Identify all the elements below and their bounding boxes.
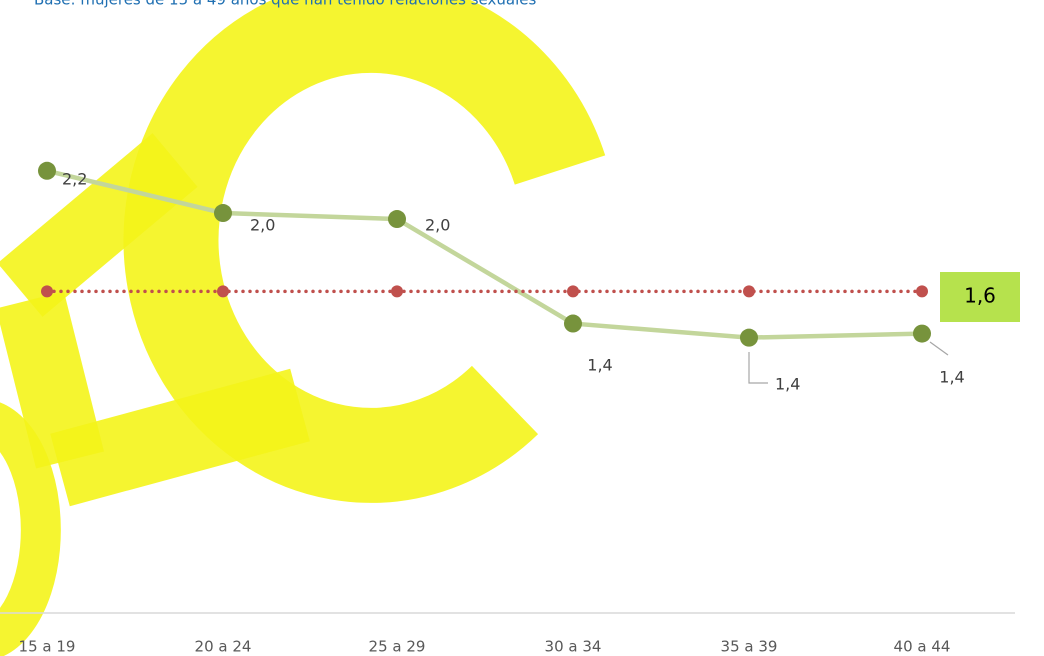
- data-label: 1,6: [964, 284, 996, 308]
- watermark-shape: [0, 402, 61, 656]
- marker: [217, 285, 229, 298]
- x-tick-label: 35 a 39: [721, 638, 778, 656]
- marker: [38, 161, 56, 180]
- leader-line: [929, 341, 949, 356]
- x-tick-label: 30 a 34: [545, 638, 602, 656]
- marker: [743, 285, 755, 298]
- data-label: 2,0: [250, 216, 275, 235]
- marker: [916, 285, 928, 298]
- watermark-shape: [0, 133, 198, 317]
- data-label: 2,2: [62, 170, 87, 189]
- watermark-shape: [50, 368, 310, 507]
- data-label: 1,4: [939, 368, 964, 387]
- data-label: 2,0: [425, 216, 450, 235]
- watermark: [0, 0, 606, 656]
- watermark-shape: [0, 291, 104, 469]
- marker: [913, 324, 931, 343]
- x-tick-label: 25 a 29: [369, 638, 426, 656]
- marker: [388, 210, 406, 229]
- marker: [567, 285, 579, 298]
- series-line: [46, 168, 923, 340]
- marker: [564, 314, 582, 333]
- chart-subtitle: Base: mujeres de 15 a 49 años que han te…: [34, 0, 536, 9]
- leader-line: [748, 352, 768, 384]
- marker: [740, 328, 758, 347]
- label-box: [940, 272, 1020, 322]
- marker: [214, 204, 232, 223]
- data-label: 1,4: [587, 356, 612, 375]
- x-tick-label: 40 a 44: [894, 638, 951, 656]
- x-tick-label: 15 a 19: [19, 638, 76, 656]
- marker: [41, 285, 53, 298]
- data-label: 1,4: [775, 375, 800, 394]
- x-tick-label: 20 a 24: [195, 638, 252, 656]
- marker: [391, 285, 403, 298]
